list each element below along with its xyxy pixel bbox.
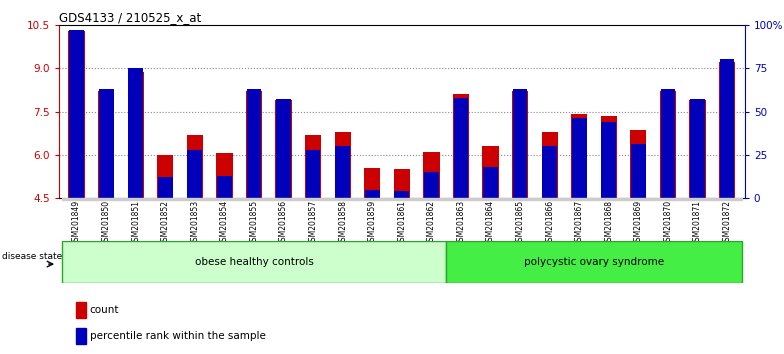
Bar bbox=[689, 100, 706, 198]
Bar bbox=[660, 91, 676, 198]
Bar bbox=[513, 89, 528, 198]
Bar bbox=[358, 198, 387, 200]
Bar bbox=[306, 150, 321, 198]
Bar bbox=[180, 198, 209, 200]
Text: polycystic ovary syndrome: polycystic ovary syndrome bbox=[524, 257, 664, 267]
Bar bbox=[298, 198, 328, 200]
Bar bbox=[121, 198, 151, 200]
Bar bbox=[542, 132, 557, 198]
Bar bbox=[653, 198, 683, 200]
Bar bbox=[151, 198, 180, 200]
Bar bbox=[571, 114, 587, 198]
Bar bbox=[91, 198, 121, 200]
Bar bbox=[99, 89, 114, 198]
Text: percentile rank within the sample: percentile rank within the sample bbox=[89, 331, 266, 341]
Bar bbox=[446, 241, 742, 283]
Bar bbox=[601, 116, 617, 198]
Bar bbox=[364, 168, 380, 198]
Bar bbox=[62, 198, 91, 200]
Bar bbox=[68, 30, 85, 198]
Bar bbox=[158, 177, 172, 198]
Bar bbox=[594, 198, 623, 200]
Bar bbox=[454, 98, 468, 198]
Bar bbox=[246, 91, 262, 198]
Bar bbox=[476, 198, 506, 200]
Bar bbox=[543, 146, 557, 198]
Bar bbox=[157, 155, 173, 198]
Bar bbox=[187, 150, 202, 198]
Bar bbox=[76, 302, 85, 318]
Bar bbox=[453, 94, 469, 198]
Bar bbox=[128, 73, 143, 198]
Bar bbox=[269, 198, 298, 200]
Bar bbox=[335, 132, 350, 198]
Bar bbox=[217, 176, 232, 198]
Bar bbox=[98, 91, 114, 198]
Bar bbox=[564, 198, 594, 200]
Bar bbox=[683, 198, 713, 200]
Bar bbox=[69, 30, 84, 198]
Bar bbox=[394, 169, 410, 198]
Bar bbox=[275, 100, 292, 198]
Bar bbox=[661, 89, 675, 198]
Bar bbox=[328, 198, 358, 200]
Bar bbox=[336, 146, 350, 198]
Bar bbox=[572, 119, 586, 198]
Bar bbox=[512, 91, 528, 198]
Bar bbox=[720, 59, 735, 198]
Bar bbox=[387, 198, 416, 200]
Bar bbox=[446, 198, 476, 200]
Bar bbox=[76, 328, 85, 344]
Bar bbox=[483, 167, 498, 198]
Bar bbox=[424, 172, 439, 198]
Text: GDS4133 / 210525_x_at: GDS4133 / 210525_x_at bbox=[59, 11, 201, 24]
Bar bbox=[216, 153, 233, 198]
Bar bbox=[631, 144, 646, 198]
Text: obese healthy controls: obese healthy controls bbox=[194, 257, 314, 267]
Bar bbox=[239, 198, 269, 200]
Bar bbox=[129, 68, 143, 198]
Text: count: count bbox=[89, 305, 119, 315]
Bar bbox=[506, 198, 535, 200]
Bar bbox=[394, 191, 409, 198]
Bar bbox=[416, 198, 446, 200]
Bar bbox=[719, 62, 735, 198]
Bar bbox=[623, 198, 653, 200]
Bar bbox=[690, 99, 705, 198]
Bar bbox=[630, 130, 647, 198]
Bar bbox=[62, 241, 446, 283]
Bar bbox=[209, 198, 239, 200]
Bar bbox=[187, 135, 203, 198]
Bar bbox=[246, 89, 261, 198]
Bar bbox=[482, 146, 499, 198]
Bar bbox=[423, 152, 440, 198]
Text: disease state: disease state bbox=[2, 252, 62, 261]
Bar bbox=[276, 99, 291, 198]
Bar bbox=[365, 190, 379, 198]
Bar bbox=[305, 135, 321, 198]
Bar bbox=[713, 198, 742, 200]
Bar bbox=[535, 198, 564, 200]
Bar bbox=[601, 122, 616, 198]
